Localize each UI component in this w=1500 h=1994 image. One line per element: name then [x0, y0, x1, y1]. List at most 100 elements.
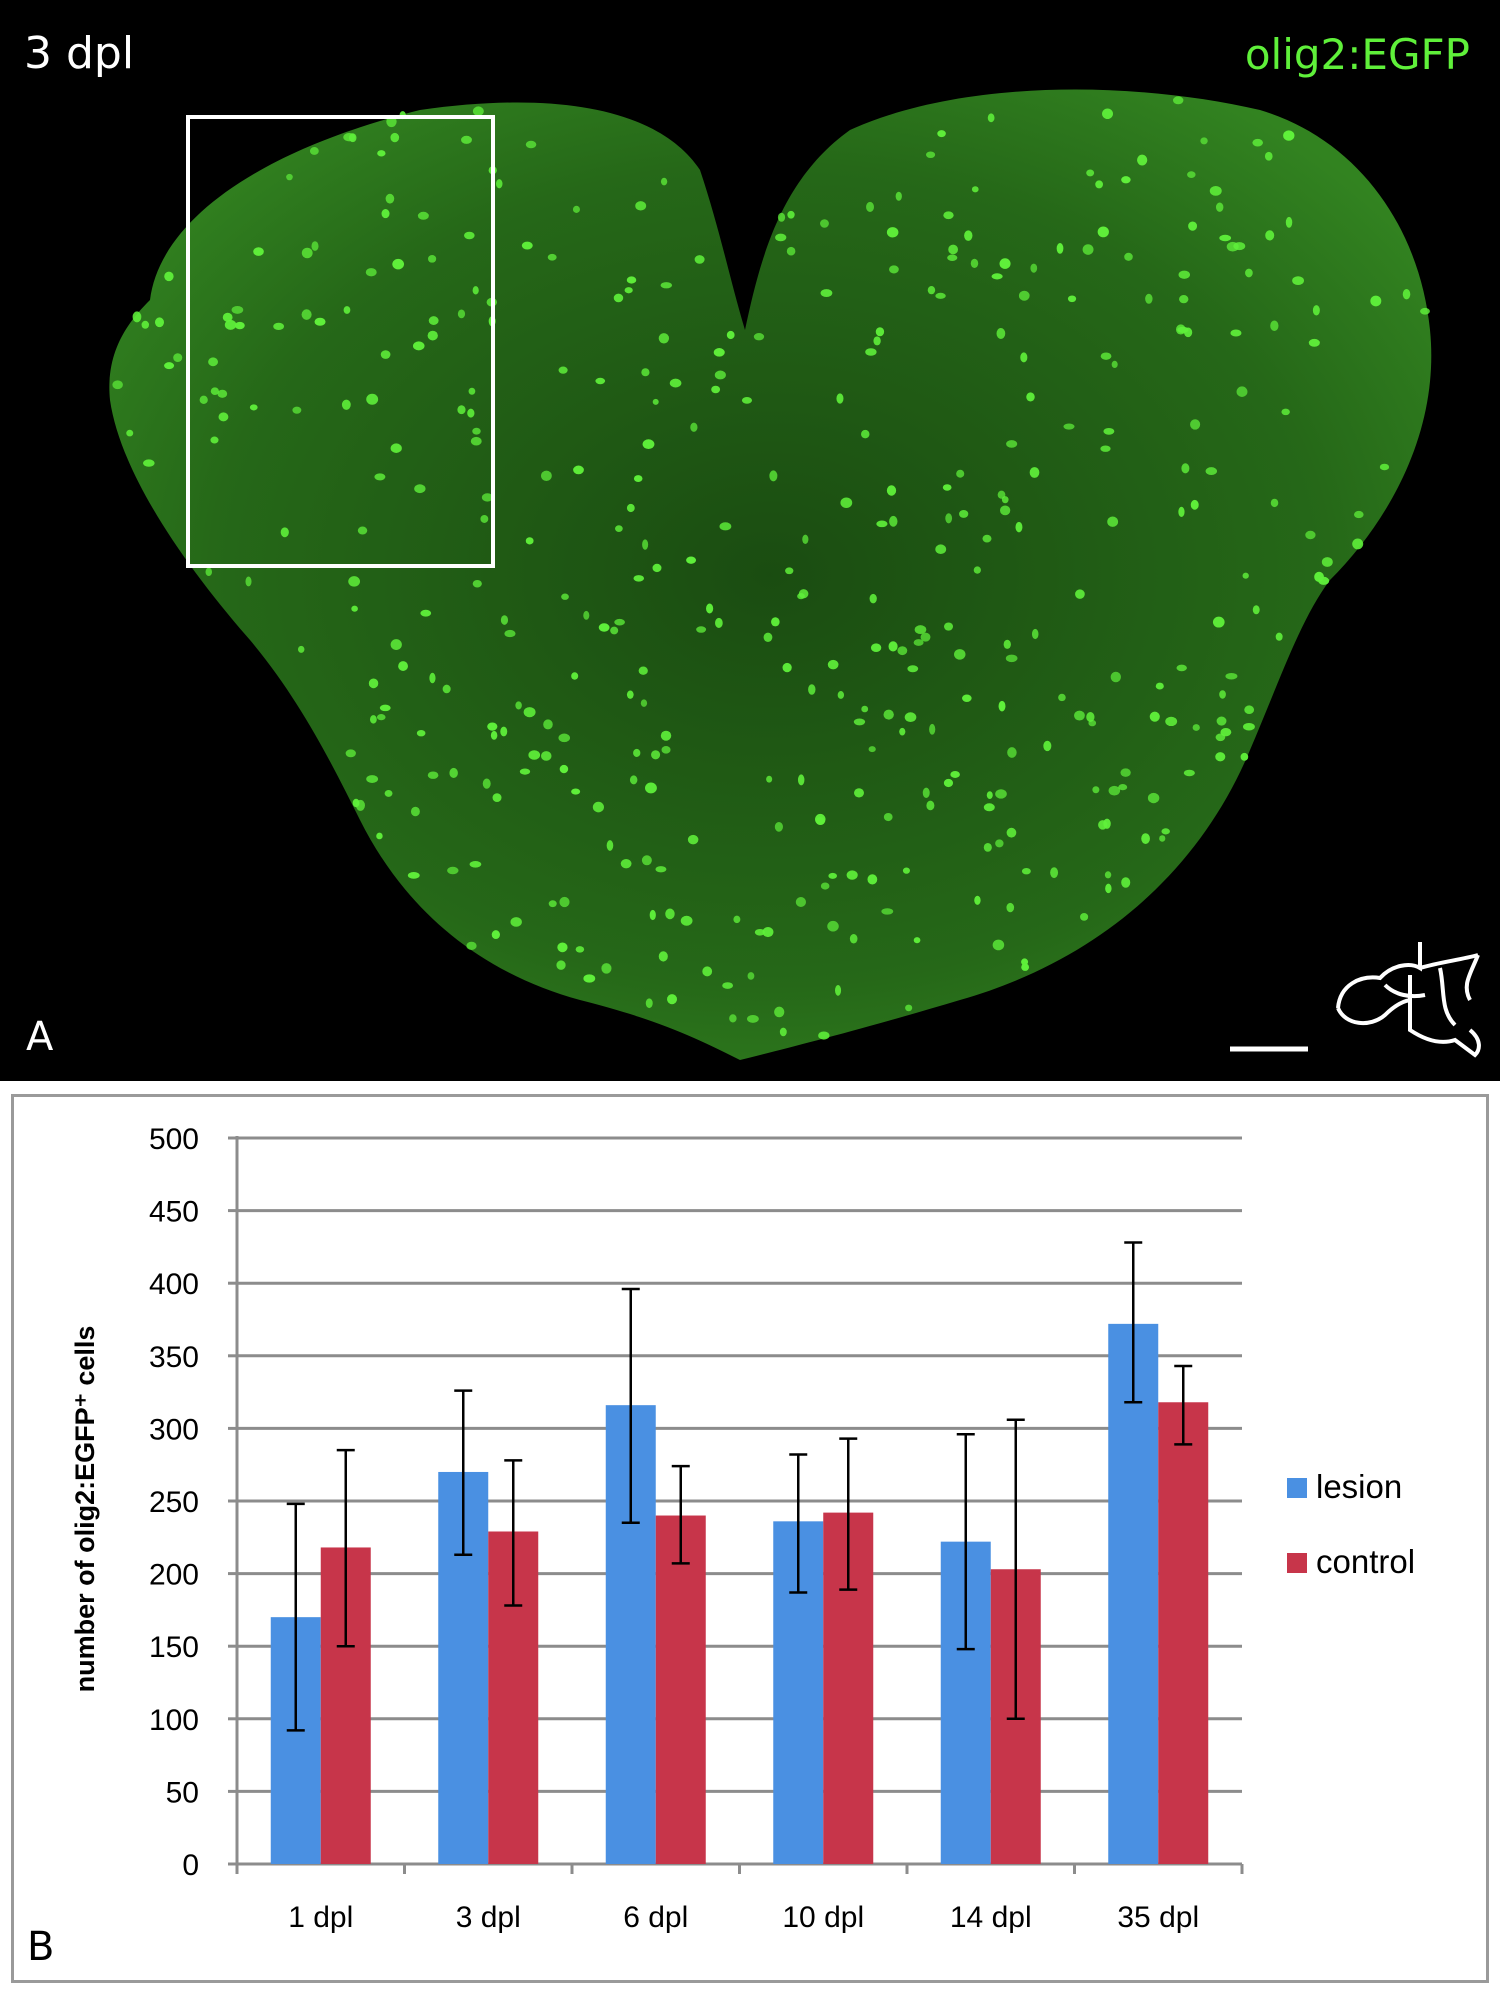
egfp-cell: [702, 966, 713, 977]
egfp-cell: [410, 806, 420, 817]
egfp-cell: [1120, 768, 1131, 777]
egfp-cell: [385, 193, 395, 204]
egfp-cell: [500, 615, 509, 625]
egfp-cell: [1402, 288, 1411, 300]
egfp-cell: [1353, 510, 1364, 519]
egfp-cell: [964, 230, 973, 241]
egfp-cell: [417, 211, 429, 220]
egfp-cell: [548, 900, 557, 908]
egfp-cell: [1097, 226, 1109, 238]
axes: [228, 1136, 1244, 1874]
y-axis-label: number of olig2:EGFP⁺ cells: [70, 1326, 100, 1693]
egfp-cell: [561, 593, 569, 600]
egfp-cell: [575, 946, 585, 953]
egfp-cell: [658, 333, 670, 344]
egfp-cell: [997, 490, 1006, 499]
egfp-cell: [217, 389, 228, 398]
y-tick-label: 50: [166, 1776, 199, 1809]
egfp-cell: [1226, 241, 1239, 252]
egfp-cell: [904, 712, 917, 723]
egfp-cell: [827, 920, 839, 932]
egfp-cell: [991, 273, 1003, 280]
egfp-cell: [1270, 320, 1279, 331]
gridlines: [237, 1136, 1242, 1793]
x-tick-label: 10 dpl: [782, 1901, 864, 1934]
egfp-cell: [870, 643, 882, 653]
egfp-cell: [1420, 307, 1430, 315]
egfp-cell: [420, 609, 432, 617]
egfp-cell: [1190, 419, 1201, 430]
egfp-cell: [1192, 724, 1200, 731]
egfp-cell: [853, 718, 866, 726]
egfp-cell: [943, 211, 954, 220]
egfp-cell: [886, 485, 897, 496]
egfp-cell: [492, 793, 502, 802]
egfp-cell: [655, 866, 667, 873]
egfp-cell: [208, 357, 219, 367]
egfp-cell: [1147, 792, 1160, 804]
egfp-cell: [669, 378, 682, 388]
egfp-cell: [1021, 867, 1031, 875]
egfp-cell: [1265, 230, 1275, 241]
brain-orientation-icon: [1336, 942, 1481, 1058]
y-tick-label: 250: [149, 1486, 199, 1519]
egfp-cell: [983, 803, 995, 812]
egfp-cell: [1252, 138, 1263, 147]
egfp-cell: [1105, 883, 1112, 894]
egfp-cell: [726, 330, 735, 340]
egfp-cell: [1075, 589, 1085, 599]
egfp-cell: [525, 537, 534, 545]
egfp-cell: [640, 699, 648, 707]
egfp-cell: [943, 778, 954, 788]
egfp-cell: [521, 241, 533, 250]
egfp-cell: [995, 789, 1007, 799]
egfp-cell: [1124, 252, 1133, 261]
egfp-cell: [1321, 557, 1333, 567]
x-tick-label: 14 dpl: [950, 1901, 1032, 1934]
egfp-cell: [1308, 338, 1320, 347]
egfp-cell: [1215, 752, 1226, 762]
egfp-cell: [827, 659, 839, 670]
egfp-cell: [651, 750, 661, 760]
egfp-cell: [665, 908, 675, 920]
egfp-cell: [849, 934, 858, 944]
egfp-cell: [1104, 871, 1112, 879]
panel-a-letter: A: [26, 1014, 54, 1060]
egfp-cell: [309, 147, 319, 155]
egfp-cell: [633, 575, 645, 582]
egfp-cell: [1030, 263, 1038, 273]
egfp-cell: [775, 233, 787, 242]
egfp-cell: [351, 605, 358, 612]
egfp-cell: [905, 1004, 913, 1012]
egfp-cell: [945, 513, 953, 524]
egfp-cell: [528, 750, 541, 760]
egfp-cell: [606, 840, 614, 851]
egfp-cell: [428, 255, 437, 263]
egfp-cell: [1080, 912, 1089, 921]
egfp-cell: [926, 151, 936, 159]
bars: [270, 1323, 1209, 1864]
egfp-cell: [1029, 467, 1040, 478]
egfp-cell: [820, 219, 829, 228]
egfp-cell: [1209, 185, 1222, 196]
egfp-cell: [380, 350, 391, 359]
egfp-cell: [523, 707, 536, 718]
egfp-cell: [614, 618, 625, 626]
egfp-cell: [1121, 176, 1131, 184]
egfp-cell: [1190, 499, 1199, 510]
egfp-cell: [954, 649, 966, 660]
legend-swatch-control: [1287, 1553, 1307, 1573]
egfp-cell: [782, 662, 792, 673]
egfp-cell: [638, 666, 648, 675]
egfp-cell: [543, 719, 553, 730]
egfp-cell: [1243, 722, 1255, 731]
egfp-cell: [1292, 276, 1304, 286]
egfp-cell: [468, 387, 476, 395]
egfp-cell: [868, 746, 876, 753]
egfp-cell: [1107, 516, 1119, 527]
egfp-cell: [141, 320, 150, 329]
egfp-cell: [224, 319, 237, 330]
egfp-cell: [633, 475, 643, 483]
egfp-cell: [1244, 705, 1255, 715]
egfp-cell: [753, 333, 765, 341]
